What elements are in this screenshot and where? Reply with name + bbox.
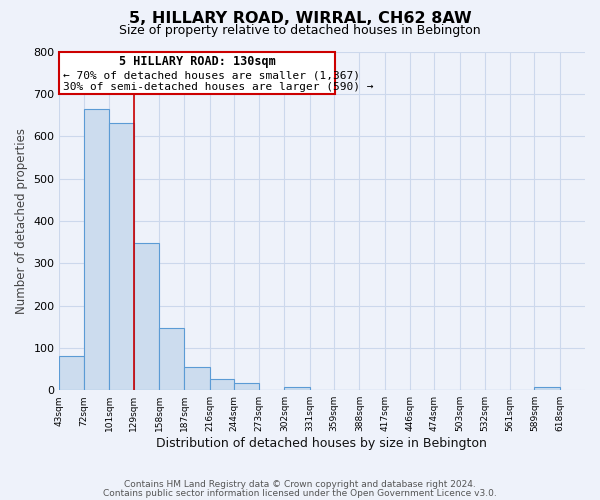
Bar [234,382,259,390]
Bar [284,387,310,390]
Text: ← 70% of detached houses are smaller (1,367): ← 70% of detached houses are smaller (1,… [63,70,360,81]
Bar [84,108,109,390]
Bar [209,379,234,390]
Text: 5 HILLARY ROAD: 130sqm: 5 HILLARY ROAD: 130sqm [119,55,275,68]
Bar [535,387,560,390]
Bar [184,367,209,390]
X-axis label: Distribution of detached houses by size in Bebington: Distribution of detached houses by size … [157,437,487,450]
Text: 5, HILLARY ROAD, WIRRAL, CH62 8AW: 5, HILLARY ROAD, WIRRAL, CH62 8AW [128,11,472,26]
Bar [134,243,159,390]
Text: Contains HM Land Registry data © Crown copyright and database right 2024.: Contains HM Land Registry data © Crown c… [124,480,476,489]
Bar [159,328,184,390]
Bar [59,356,84,390]
Bar [59,52,335,94]
Text: 30% of semi-detached houses are larger (590) →: 30% of semi-detached houses are larger (… [63,82,374,92]
Bar [109,124,134,390]
Y-axis label: Number of detached properties: Number of detached properties [15,128,28,314]
Text: Contains public sector information licensed under the Open Government Licence v3: Contains public sector information licen… [103,489,497,498]
Text: Size of property relative to detached houses in Bebington: Size of property relative to detached ho… [119,24,481,37]
